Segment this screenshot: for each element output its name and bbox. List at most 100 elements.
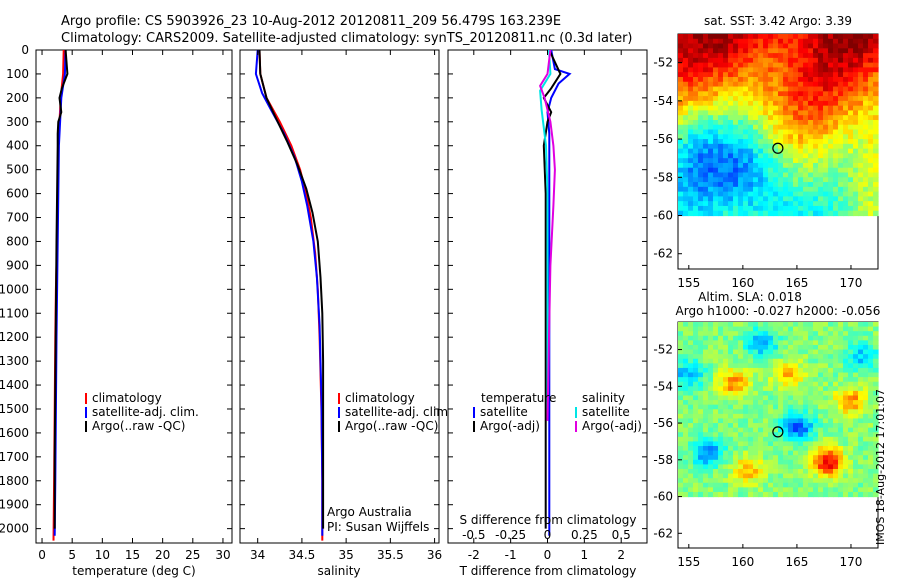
heatmap-cell: [688, 459, 694, 465]
heatmap-cell: [823, 139, 829, 145]
heatmap-cell: [788, 354, 794, 360]
heatmap-cell: [688, 418, 694, 424]
heatmap-cell: [778, 172, 784, 178]
heatmap-cell: [793, 340, 799, 346]
heatmap-cell: [768, 67, 774, 73]
heatmap-cell: [708, 67, 714, 73]
heatmap-cell: [713, 76, 719, 83]
heatmap-cell: [713, 418, 719, 424]
heatmap-cell: [703, 96, 709, 102]
heatmap-cell: [753, 182, 759, 188]
heatmap-cell: [798, 38, 804, 45]
heatmap-cell: [873, 446, 879, 452]
heatmap-cell: [768, 478, 774, 484]
heatmap-cell: [728, 322, 734, 328]
heatmap-cell: [778, 100, 784, 107]
heatmap-cell: [743, 148, 749, 155]
heatmap-cell: [788, 326, 794, 332]
heatmap-cell: [713, 38, 719, 45]
heatmap-cell: [768, 418, 774, 424]
x-tick-label: 0: [38, 548, 46, 562]
heatmap-cell: [708, 418, 714, 424]
heatmap-cell: [683, 115, 689, 121]
heatmap-cell: [678, 478, 684, 484]
heatmap-cell: [788, 455, 794, 461]
heatmap-cell: [753, 110, 759, 116]
heatmap-cell: [793, 446, 799, 452]
heatmap-cell: [773, 386, 779, 392]
heatmap-cell: [853, 124, 859, 131]
heatmap-cell: [753, 43, 759, 49]
heatmap-cell: [818, 390, 824, 397]
heatmap-cell: [803, 409, 809, 415]
heatmap-cell: [738, 91, 744, 97]
heatmap-cell: [718, 427, 724, 433]
heatmap-cell: [848, 344, 854, 351]
x-tick-label: 10: [95, 548, 110, 562]
heatmap-cell: [753, 395, 759, 401]
heatmap-cell: [863, 427, 869, 433]
heatmap-cell: [743, 344, 749, 351]
heatmap-cell: [778, 400, 784, 406]
heatmap-cell: [808, 172, 814, 178]
heatmap-cell: [738, 129, 744, 135]
heatmap-cell: [773, 446, 779, 452]
heatmap-cell: [678, 404, 684, 410]
heatmap-cell: [708, 400, 714, 406]
heatmap-cell: [783, 81, 789, 88]
heatmap-cell: [743, 210, 749, 217]
heatmap-cell: [763, 182, 769, 188]
heatmap-cell: [738, 400, 744, 406]
heatmap-cell: [833, 446, 839, 452]
heatmap-cell: [858, 427, 864, 433]
heatmap-cell: [798, 81, 804, 88]
heatmap-cell: [773, 100, 779, 107]
heatmap-cell: [713, 349, 719, 355]
heatmap-cell: [798, 464, 804, 470]
heatmap-cell: [733, 38, 739, 45]
heatmap-cell: [708, 322, 714, 328]
s-diff-tick-label: -0.25: [495, 528, 526, 542]
heatmap-cell: [868, 182, 874, 188]
heatmap-cell: [703, 432, 709, 438]
heatmap-cell: [858, 464, 864, 470]
heatmap-cell: [783, 153, 789, 159]
heatmap-cell: [683, 76, 689, 83]
heatmap-cell: [743, 191, 749, 197]
heatmap-cell: [793, 331, 799, 337]
heatmap-cell: [823, 386, 829, 392]
heatmap-cell: [693, 473, 699, 479]
heatmap-cell: [863, 372, 869, 378]
heatmap-cell: [768, 441, 774, 447]
heatmap-cell: [838, 148, 844, 155]
heatmap-cell: [773, 349, 779, 355]
heatmap-cell: [768, 400, 774, 406]
y-tick-label: 1500: [0, 402, 29, 416]
heatmap-cell: [783, 446, 789, 452]
heatmap-cell: [803, 115, 809, 121]
heatmap-cell: [803, 464, 809, 470]
heatmap-cell: [718, 201, 724, 207]
heatmap-cell: [698, 372, 704, 378]
heatmap-cell: [683, 191, 689, 197]
legend-label-argo: Argo(..raw -QC): [345, 419, 438, 433]
heatmap-cell: [713, 153, 719, 159]
heatmap-cell: [733, 76, 739, 83]
heatmap-cell: [728, 115, 734, 121]
heatmap-cell: [688, 182, 694, 188]
heatmap-cell: [698, 43, 704, 49]
heatmap-cell: [833, 34, 839, 40]
heatmap-cell: [828, 76, 834, 83]
heatmap-cell: [793, 386, 799, 392]
heatmap-cell: [778, 487, 784, 493]
heatmap-cell: [678, 358, 684, 364]
heatmap-cell: [733, 148, 739, 155]
heatmap-cell: [823, 201, 829, 207]
heatmap-cell: [813, 96, 819, 102]
heatmap-cell: [833, 38, 839, 45]
heatmap-cell: [743, 423, 749, 429]
heatmap-cell: [803, 418, 809, 424]
heatmap-cell: [868, 349, 874, 355]
heatmap-cell: [693, 344, 699, 351]
temperature-x-label: temperature (deg C): [72, 564, 195, 578]
